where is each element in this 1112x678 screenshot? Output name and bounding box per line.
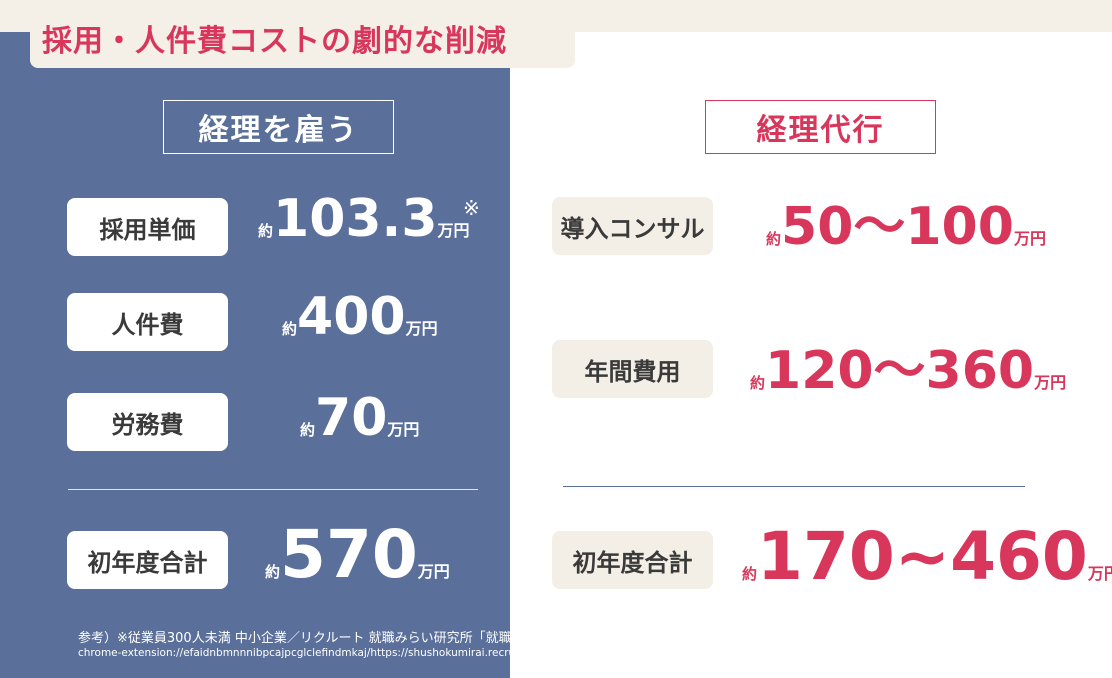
value-annual-fee: 約120〜360万円: [750, 345, 1066, 397]
label-recruit-cost: 採用単価: [67, 198, 228, 256]
asterisk-note: ※: [463, 196, 480, 220]
number: 170~460: [757, 518, 1088, 595]
number: 570: [280, 516, 418, 593]
label-first-year-total: 初年度合計: [67, 531, 228, 589]
prefix-approx: 約: [742, 565, 758, 583]
value-labor-cost: 約70万円: [300, 392, 419, 444]
value-first-year-total: 約570万円: [265, 522, 450, 588]
value-first-year-total: 約170~460万円: [742, 524, 1112, 590]
prefix-approx: 約: [766, 230, 782, 248]
number: 50〜100: [781, 197, 1014, 257]
page-title: 採用・人件費コストの劇的な削減: [42, 24, 507, 59]
value-personnel-cost: 約400万円: [282, 291, 438, 343]
label-labor-cost: 労務費: [67, 393, 228, 451]
prefix-approx: 約: [282, 320, 298, 338]
unit: 万円: [387, 420, 420, 439]
number: 400: [297, 287, 406, 347]
unit: 万円: [405, 319, 438, 338]
label-annual-fee: 年間費用: [552, 340, 713, 398]
header-hire-accountant: 経理を雇う: [163, 100, 394, 154]
source-note: 参考）※従業員300人未満 中小企業／リクルート 就職みらい研究所「就職白書20…: [78, 631, 617, 646]
unit: 万円: [417, 562, 450, 581]
value-recruit-cost: 約103.3万円: [258, 193, 470, 245]
title-tab: [30, 10, 575, 68]
prefix-approx: 約: [750, 374, 766, 392]
divider: [563, 486, 1025, 487]
label-intro-consulting: 導入コンサル: [552, 197, 713, 255]
number: 120〜360: [765, 341, 1035, 401]
prefix-approx: 約: [300, 421, 316, 439]
number: 103.3: [273, 189, 438, 249]
unit: 万円: [1034, 373, 1067, 392]
unit: 万円: [437, 221, 470, 240]
label-personnel-cost: 人件費: [67, 293, 228, 351]
unit: 万円: [1087, 564, 1112, 583]
value-intro-consulting: 約50〜100万円: [766, 201, 1046, 253]
prefix-approx: 約: [258, 222, 274, 240]
prefix-approx: 約: [265, 563, 281, 581]
source-url: chrome-extension://efaidnbmnnnibpcajpcgl…: [78, 647, 865, 659]
header-accounting-agency: 経理代行: [705, 100, 936, 154]
divider: [68, 489, 478, 490]
unit: 万円: [1013, 229, 1046, 248]
number: 70: [315, 388, 388, 448]
label-first-year-total: 初年度合計: [552, 531, 713, 589]
